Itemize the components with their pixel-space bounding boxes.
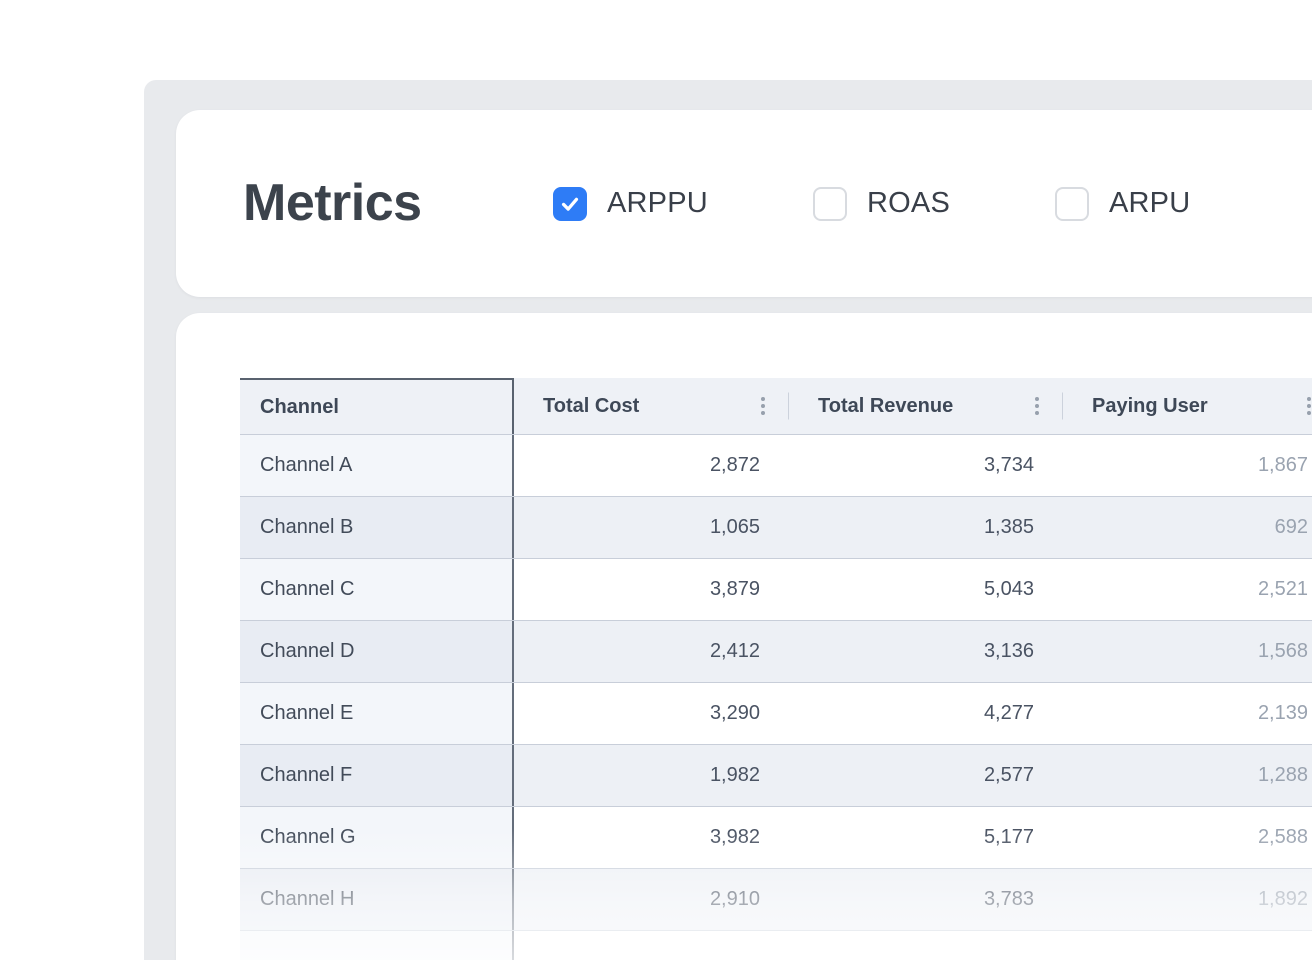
- cell-total-revenue: 3,734: [789, 435, 1063, 496]
- cell-total-revenue: 2,577: [789, 745, 1063, 806]
- row-channel: Channel F: [240, 745, 514, 806]
- column-menu-kebab-icon[interactable]: [1305, 393, 1312, 419]
- column-header-label: Total Revenue: [818, 394, 954, 417]
- checkbox-label: ARPPU: [607, 187, 708, 219]
- cell-paying-user: 692: [1063, 497, 1312, 558]
- checkbox-unchecked-icon[interactable]: [813, 186, 847, 221]
- checkbox-unchecked-icon[interactable]: [1055, 186, 1089, 221]
- cell-total-revenue: 5,177: [789, 807, 1063, 868]
- page-title: Metrics: [243, 173, 422, 232]
- metrics-card: Metrics ARPPU ROAS ARPU: [176, 110, 1312, 297]
- cell-paying-user: 1,568: [1063, 621, 1312, 682]
- table-row-partial: [240, 931, 1312, 960]
- cell-paying-user: 1,892: [1063, 869, 1312, 930]
- row-channel: Channel A: [240, 435, 514, 496]
- checkbox-checked-icon[interactable]: [553, 186, 587, 221]
- row-channel: Channel G: [240, 807, 514, 868]
- column-header-paying-user[interactable]: Paying User: [1063, 378, 1312, 434]
- cell-total-revenue: 4,277: [789, 683, 1063, 744]
- table-header-row: Channel Total Cost Total Revenue Paying …: [240, 378, 1312, 435]
- table-row: Channel F 1,982 2,577 1,288: [240, 745, 1312, 807]
- cell-total-cost: [514, 931, 789, 960]
- row-channel: Channel D: [240, 621, 514, 682]
- column-header-label: Total Cost: [543, 394, 640, 417]
- table-row: Channel C 3,879 5,043 2,521: [240, 559, 1312, 621]
- row-channel: Channel E: [240, 683, 514, 744]
- checkbox-roas[interactable]: ROAS: [813, 186, 950, 221]
- checkbox-arpu[interactable]: ARPU: [1055, 186, 1191, 221]
- checkbox-label: ARPU: [1109, 187, 1191, 219]
- cell-paying-user: 1,867: [1063, 435, 1312, 496]
- cell-total-cost: 2,910: [514, 869, 789, 930]
- cell-paying-user: [1063, 931, 1312, 960]
- column-header-total-cost[interactable]: Total Cost: [514, 378, 789, 434]
- cell-total-cost: 1,065: [514, 497, 789, 558]
- table-card: Channel Total Cost Total Revenue Paying …: [176, 313, 1312, 960]
- table-row: Channel D 2,412 3,136 1,568: [240, 621, 1312, 683]
- cell-paying-user: 2,139: [1063, 683, 1312, 744]
- cell-total-revenue: 3,136: [789, 621, 1063, 682]
- column-header-label: Paying User: [1092, 394, 1208, 417]
- row-channel: Channel C: [240, 559, 514, 620]
- cell-total-cost: 1,982: [514, 745, 789, 806]
- checkbox-arppu[interactable]: ARPPU: [553, 186, 708, 221]
- table-row: Channel E 3,290 4,277 2,139: [240, 683, 1312, 745]
- checkbox-label: ROAS: [867, 187, 950, 219]
- column-header-total-revenue[interactable]: Total Revenue: [789, 378, 1063, 434]
- column-header-channel[interactable]: Channel: [240, 378, 514, 434]
- row-channel: Channel B: [240, 497, 514, 558]
- table-row: Channel A 2,872 3,734 1,867: [240, 435, 1312, 497]
- cell-total-revenue: 5,043: [789, 559, 1063, 620]
- cell-total-revenue: [789, 931, 1063, 960]
- cell-paying-user: 2,521: [1063, 559, 1312, 620]
- cell-total-cost: 3,879: [514, 559, 789, 620]
- cell-paying-user: 2,588: [1063, 807, 1312, 868]
- table-row: Channel G 3,982 5,177 2,588: [240, 807, 1312, 869]
- cell-total-cost: 2,872: [514, 435, 789, 496]
- cell-total-cost: 3,982: [514, 807, 789, 868]
- table-row: Channel H 2,910 3,783 1,892: [240, 869, 1312, 931]
- table-body: Channel A 2,872 3,734 1,867 Channel B 1,…: [240, 435, 1312, 931]
- row-channel: [240, 931, 514, 960]
- cell-total-revenue: 3,783: [789, 869, 1063, 930]
- column-menu-kebab-icon[interactable]: [1033, 393, 1041, 419]
- cell-paying-user: 1,288: [1063, 745, 1312, 806]
- table-row: Channel B 1,065 1,385 692: [240, 497, 1312, 559]
- row-channel: Channel H: [240, 869, 514, 930]
- cell-total-cost: 2,412: [514, 621, 789, 682]
- cell-total-revenue: 1,385: [789, 497, 1063, 558]
- cell-total-cost: 3,290: [514, 683, 789, 744]
- metrics-table: Channel Total Cost Total Revenue Paying …: [240, 378, 1312, 960]
- column-menu-kebab-icon[interactable]: [759, 393, 767, 419]
